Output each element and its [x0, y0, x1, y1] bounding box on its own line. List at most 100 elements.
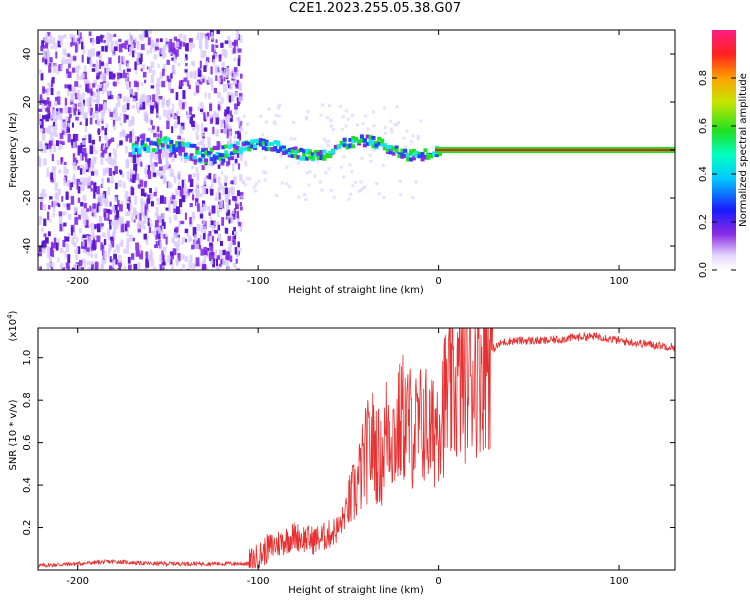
spectrogram-cell: [227, 141, 230, 148]
spectrogram-cell: [119, 122, 123, 126]
spectrogram-cell: [308, 170, 312, 174]
spectrogram-cell: [58, 188, 62, 196]
spectrogram-cell: [119, 141, 123, 146]
spectrogram-cell: [149, 154, 153, 163]
spectrogram-cell: [313, 153, 318, 158]
spectrogram-cell: [188, 260, 193, 269]
spectrogram-cell: [84, 243, 88, 252]
spectrogram-cell: [83, 71, 87, 80]
spectrogram-cell: [238, 82, 242, 89]
spectrogram-cell: [276, 142, 281, 147]
spectrogram-cell: [160, 145, 165, 150]
spectrogram-cell: [69, 33, 74, 40]
spectrogram-cell: [66, 58, 69, 64]
spectrogram-cell: [50, 241, 54, 249]
spectrogram-cell: [81, 140, 86, 145]
spectrogram-cell: [46, 32, 51, 37]
spectrogram-cell: [128, 264, 132, 270]
spectrogram-cell: [94, 169, 99, 176]
spectrogram-cell: [43, 36, 47, 41]
spectrogram-cell: [64, 33, 67, 39]
spectrogram-cell: [45, 32, 48, 41]
spectrogram-cell: [203, 255, 206, 263]
spectrogram-cell: [196, 135, 200, 140]
spectrogram-cell: [187, 80, 190, 87]
spectrogram-cell: [409, 157, 414, 162]
spectrogram-cell: [207, 136, 211, 146]
spectrogram-cell: [403, 153, 408, 158]
spectrogram-cell: [197, 124, 200, 132]
spectrogram-cell: [86, 235, 90, 243]
spectrogram-cell: [110, 239, 115, 248]
spectrogram-cell: [215, 258, 218, 267]
spectrogram-cell: [238, 150, 243, 155]
spectrogram-cell: [158, 159, 162, 164]
spectrogram-cell: [47, 48, 50, 57]
spectrogram-y-tick-label: 40: [22, 48, 33, 61]
spectrogram-cell: [171, 112, 175, 118]
spectrogram-cell: [67, 53, 71, 57]
spectrogram-cell: [158, 227, 161, 234]
spectrogram-cell: [47, 128, 50, 133]
spectrogram-cell: [411, 153, 416, 158]
spectrogram-cell: [224, 153, 229, 158]
spectrogram-cell: [202, 78, 205, 83]
spectrogram-cell: [119, 131, 122, 138]
spectrogram-cell: [58, 211, 63, 217]
spectrogram-cell: [329, 188, 333, 192]
spectrogram-cell: [210, 188, 214, 196]
spectrogram-cell: [59, 133, 64, 139]
spectrogram-cell: [239, 34, 243, 44]
snr-y-tick-label: 0.2: [22, 520, 33, 536]
spectrogram-cell: [423, 155, 428, 160]
spectrogram-cell: [208, 92, 211, 100]
spectrogram-cell: [385, 145, 390, 150]
spectrogram-cell: [84, 153, 88, 163]
spectrogram-cell: [159, 264, 163, 270]
spectrogram-cell: [112, 53, 115, 57]
spectrogram-cell: [38, 114, 42, 120]
spectrogram-cell: [168, 109, 173, 115]
spectrogram-cell: [183, 142, 188, 147]
spectrogram-cell: [118, 254, 122, 263]
spectrogram-cell: [162, 246, 167, 253]
spectrogram-cell: [144, 30, 149, 38]
spectrogram-cell: [237, 58, 241, 67]
spectrogram-cell: [184, 228, 189, 234]
spectrogram-cell: [76, 178, 80, 182]
spectrogram-cell: [208, 173, 212, 180]
spectrogram-cell: [132, 207, 137, 216]
spectrogram-cell: [89, 145, 94, 155]
spectrogram-cell: [305, 148, 310, 153]
spectrogram-cell: [96, 97, 100, 104]
spectrogram-cell: [68, 62, 71, 69]
spectrogram-cell: [90, 260, 95, 265]
spectrogram-cell: [40, 45, 44, 52]
spectrogram-cell: [195, 123, 198, 129]
spectrogram-cell: [180, 146, 185, 151]
spectrogram-cell: [48, 125, 52, 134]
spectrogram-cell: [126, 68, 131, 72]
spectrogram-cell: [162, 261, 166, 266]
spectrogram-cell: [107, 187, 111, 196]
spectrogram-cell: [159, 254, 163, 263]
spectrogram-cell: [327, 167, 331, 171]
spectrogram-cell: [230, 180, 234, 185]
spectrogram-cell: [204, 92, 207, 99]
spectrogram-cell: [71, 67, 76, 73]
spectrogram-cell: [147, 95, 151, 101]
spectrogram-cell: [211, 44, 215, 53]
spectrogram-cell: [115, 103, 118, 110]
spectrogram-cell: [225, 204, 230, 213]
spectrogram-cell: [228, 95, 232, 103]
spectrogram-cell: [220, 162, 225, 166]
spectrogram-cell: [368, 135, 373, 140]
spectrogram-cell: [351, 144, 356, 149]
spectrogram-cell: [98, 135, 101, 142]
spectrogram-cell: [64, 128, 67, 136]
spectrogram-cell: [130, 186, 134, 195]
spectrogram-cell: [205, 267, 209, 270]
spectrogram-cell: [53, 100, 58, 106]
spectrogram-cell: [400, 148, 405, 153]
spectrogram-cell: [97, 51, 101, 55]
